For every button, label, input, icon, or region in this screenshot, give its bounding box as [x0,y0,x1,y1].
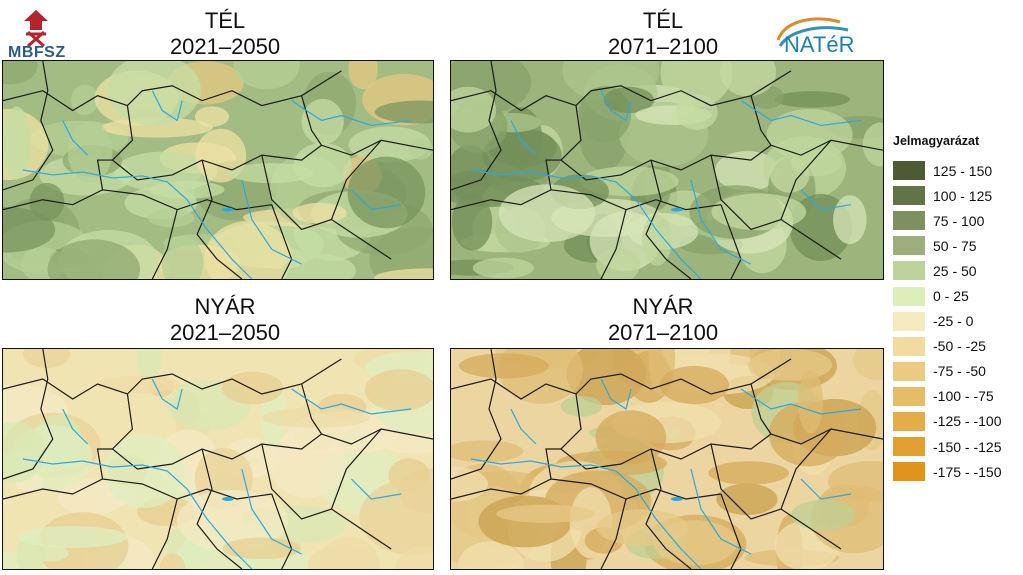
lake-balaton [221,207,234,212]
rivers [470,378,862,569]
legend-swatch [893,286,925,306]
legend-item: -150 - -125 [893,434,1018,459]
period-label: 2021–2050 [169,320,281,345]
legend-label: 0 - 25 [933,288,969,305]
country-borders [451,61,883,279]
legend-label: 50 - 75 [933,237,977,254]
mbfsz-logo-text: MBFSZ [8,44,66,61]
mbfsz-logo: MBFSZ [6,8,66,62]
legend-item: -75 - -50 [893,359,1018,384]
lake-balaton [221,497,234,501]
country-borders [3,61,433,279]
legend-swatch [893,236,925,256]
rivers [470,90,862,279]
legend-label: -50 - -25 [933,338,986,355]
season-label: NYÁR [194,294,256,319]
legend-label: 100 - 125 [933,187,993,204]
period-label: 2071–2100 [607,320,719,345]
field-layer [451,61,883,279]
legend-swatch [893,161,925,181]
period-label: 2021–2050 [169,34,281,59]
legend-swatch [893,386,925,406]
legend-item: 125 - 150 [893,158,1018,183]
legend-label: -75 - -50 [933,363,986,380]
legend-swatch [893,361,925,381]
field-layer [451,349,883,569]
legend: Jelmagyarázat 125 - 150 100 - 125 75 - 100… [893,134,1018,484]
legend-item: -125 - -100 [893,409,1018,434]
legend-item: 100 - 125 [893,183,1018,208]
field-layer [3,349,433,569]
field-layer [3,61,433,279]
legend-swatch [893,462,925,482]
nater-logo: NATéR [770,10,880,60]
legend-item: -25 - 0 [893,309,1018,334]
nater-swoosh-icon [776,17,849,47]
legend-swatch [893,437,925,457]
legend-swatch [893,411,925,431]
map-summer-2071 [450,348,884,570]
rivers [22,90,412,279]
legend-swatch [893,311,925,331]
mbfsz-emblem-icon [24,10,48,48]
country-borders [451,349,883,569]
legend-label: -125 - -100 [933,413,1002,430]
legend-item: 50 - 75 [893,233,1018,258]
legend-item: -175 - -150 [893,459,1018,484]
panel-title-summer-2071: NYÁR 2071–2100 [548,294,778,346]
legend-item: -100 - -75 [893,384,1018,409]
map-summer-2021 [2,348,434,570]
legend-label: -25 - 0 [933,313,974,330]
season-label: NYÁR [632,294,694,319]
lake-balaton [671,207,683,212]
legend-swatch [893,336,925,356]
season-label: TÉL [204,8,246,33]
legend-label: 75 - 100 [933,212,985,229]
panel-title-winter-2021: TÉL 2021–2050 [110,8,340,60]
country-borders [3,349,433,569]
legend-label: -175 - -150 [933,463,1002,480]
legend-swatch [893,261,925,281]
period-label: 2071–2100 [607,34,719,59]
legend-label: 25 - 50 [933,262,977,279]
rivers [22,378,412,569]
lake-balaton [671,497,683,501]
legend-label: -100 - -75 [933,388,994,405]
legend-items: 125 - 150 100 - 125 75 - 100 50 - 75 25 - 50… [893,158,1018,484]
legend-swatch [893,211,925,231]
map-winter-2021 [2,60,434,280]
nater-logo-text: NATéR [784,32,855,57]
legend-item: 0 - 25 [893,283,1018,308]
panel-title-summer-2021: NYÁR 2021–2050 [110,294,340,346]
legend-label: 125 - 150 [933,162,993,179]
map-winter-2071 [450,60,884,280]
legend-item: 25 - 50 [893,258,1018,283]
legend-title: Jelmagyarázat [893,134,980,148]
legend-item: -50 - -25 [893,334,1018,359]
legend-label: -150 - -125 [933,438,1002,455]
season-label: TÉL [642,8,684,33]
legend-item: 75 - 100 [893,208,1018,233]
panel-title-winter-2071: TÉL 2071–2100 [548,8,778,60]
legend-swatch [893,186,925,206]
